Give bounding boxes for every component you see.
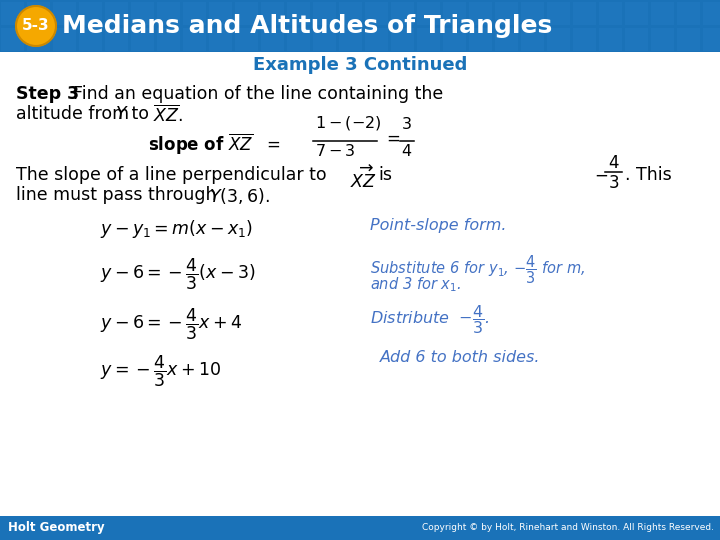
Bar xyxy=(547,2,570,25)
Text: to: to xyxy=(126,105,155,123)
Bar xyxy=(313,28,336,51)
Bar xyxy=(105,2,128,25)
Text: $3$: $3$ xyxy=(401,116,412,132)
Bar xyxy=(235,2,258,25)
Bar xyxy=(391,28,414,51)
Text: and 3 for $x_1$.: and 3 for $x_1$. xyxy=(370,275,462,294)
Bar xyxy=(131,2,154,25)
Text: Add 6 to both sides.: Add 6 to both sides. xyxy=(380,350,541,365)
Circle shape xyxy=(16,6,56,46)
Bar xyxy=(183,28,206,51)
Text: $4$: $4$ xyxy=(401,143,412,159)
Text: 5-3: 5-3 xyxy=(22,18,50,33)
Bar xyxy=(703,2,720,25)
Text: Point-slope form.: Point-slope form. xyxy=(370,218,506,233)
Text: $\overline{XZ}$.: $\overline{XZ}$. xyxy=(153,105,183,126)
Text: $y - 6 = -\dfrac{4}{3}x + 4$: $y - 6 = -\dfrac{4}{3}x + 4$ xyxy=(100,307,243,342)
Bar xyxy=(495,28,518,51)
Bar xyxy=(599,28,622,51)
Bar xyxy=(261,28,284,51)
Text: $y - y_1 = m(x - x_1)$: $y - y_1 = m(x - x_1)$ xyxy=(100,218,253,240)
Bar xyxy=(27,28,50,51)
Bar xyxy=(313,2,336,25)
Bar xyxy=(105,28,128,51)
Text: line must pass through: line must pass through xyxy=(16,186,222,204)
Text: $3$: $3$ xyxy=(608,174,619,192)
Bar xyxy=(469,2,492,25)
Text: $Y$: $Y$ xyxy=(115,105,129,123)
Text: altitude from: altitude from xyxy=(16,105,135,123)
Text: Step 3: Step 3 xyxy=(16,85,79,103)
Text: $y - 6 = -\dfrac{4}{3}(x-3)$: $y - 6 = -\dfrac{4}{3}(x-3)$ xyxy=(100,257,256,293)
Text: Copyright © by Holt, Rinehart and Winston. All Rights Reserved.: Copyright © by Holt, Rinehart and Winsto… xyxy=(422,523,714,532)
Text: $Y(3, 6)$.: $Y(3, 6)$. xyxy=(209,186,270,206)
Bar xyxy=(287,28,310,51)
Bar xyxy=(209,28,232,51)
Bar xyxy=(469,28,492,51)
Bar xyxy=(651,2,674,25)
Bar xyxy=(521,28,544,51)
Bar xyxy=(0,0,720,52)
Bar xyxy=(0,516,720,540)
Bar xyxy=(495,2,518,25)
Bar xyxy=(521,2,544,25)
Text: Example 3 Continued: Example 3 Continued xyxy=(253,56,467,74)
Bar xyxy=(677,2,700,25)
Bar xyxy=(79,28,102,51)
Bar xyxy=(391,2,414,25)
Bar xyxy=(157,2,180,25)
Bar xyxy=(625,2,648,25)
Bar xyxy=(157,28,180,51)
Bar xyxy=(677,28,700,51)
Bar xyxy=(625,28,648,51)
Text: $4$: $4$ xyxy=(608,154,620,172)
Text: slope of $\overline{XZ}$  $=$: slope of $\overline{XZ}$ $=$ xyxy=(148,132,280,157)
Text: . This: . This xyxy=(625,166,672,184)
Text: $=$: $=$ xyxy=(383,129,400,147)
Bar xyxy=(53,2,76,25)
Text: is: is xyxy=(378,166,392,184)
Bar xyxy=(417,2,440,25)
Bar xyxy=(235,28,258,51)
Bar xyxy=(1,2,24,25)
Bar xyxy=(339,2,362,25)
Bar xyxy=(365,2,388,25)
Bar xyxy=(27,2,50,25)
Text: $\overrightarrow{XZ}$: $\overrightarrow{XZ}$ xyxy=(350,166,377,192)
Text: Distribute  $-\dfrac{4}{3}$.: Distribute $-\dfrac{4}{3}$. xyxy=(370,303,490,336)
Bar xyxy=(79,2,102,25)
Bar xyxy=(287,2,310,25)
Bar xyxy=(599,2,622,25)
Bar xyxy=(339,28,362,51)
Text: The slope of a line perpendicular to: The slope of a line perpendicular to xyxy=(16,166,332,184)
Text: Substitute 6 for $y_1$, $-\dfrac{4}{3}$ for $m$,: Substitute 6 for $y_1$, $-\dfrac{4}{3}$ … xyxy=(370,253,585,286)
Bar xyxy=(443,28,466,51)
Bar xyxy=(365,28,388,51)
Bar xyxy=(183,2,206,25)
Bar xyxy=(261,2,284,25)
Text: $1-(-2)$: $1-(-2)$ xyxy=(315,114,382,132)
Bar xyxy=(573,28,596,51)
Text: Find an equation of the line containing the: Find an equation of the line containing … xyxy=(73,85,444,103)
Bar xyxy=(131,28,154,51)
Bar xyxy=(573,2,596,25)
Bar xyxy=(703,28,720,51)
Text: $y = -\dfrac{4}{3}x + 10$: $y = -\dfrac{4}{3}x + 10$ xyxy=(100,354,221,389)
Text: $-$: $-$ xyxy=(594,166,608,184)
Bar xyxy=(547,28,570,51)
Bar xyxy=(417,28,440,51)
Text: Holt Geometry: Holt Geometry xyxy=(8,522,104,535)
Bar xyxy=(53,28,76,51)
Bar xyxy=(1,28,24,51)
Text: Medians and Altitudes of Triangles: Medians and Altitudes of Triangles xyxy=(62,14,552,38)
Bar xyxy=(209,2,232,25)
Bar xyxy=(443,2,466,25)
Bar xyxy=(651,28,674,51)
Text: $7-3$: $7-3$ xyxy=(315,143,356,159)
